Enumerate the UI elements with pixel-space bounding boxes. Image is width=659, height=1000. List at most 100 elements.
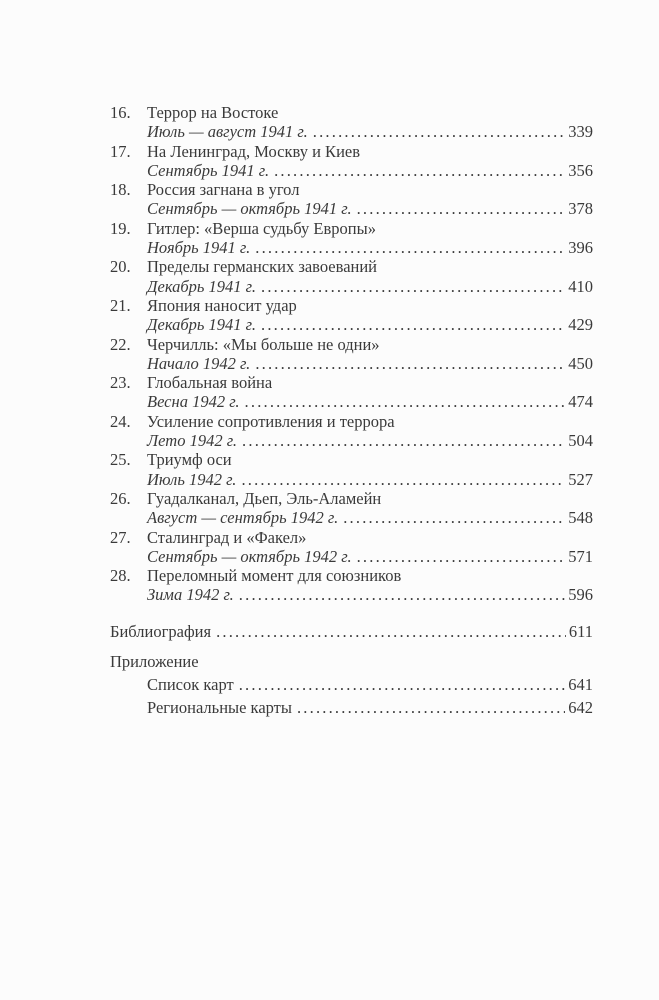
toc-entry[interactable]: 26. Гуадалканал, Дьеп, Эль-Аламейн Авгус…: [110, 489, 593, 528]
bibliography-row[interactable]: Библиография 611: [110, 622, 593, 641]
bibliography-page-number: 611: [568, 621, 593, 641]
chapter-date: Декабрь 1941 г.: [147, 315, 257, 335]
chapter-number: 17.: [110, 141, 131, 161]
chapter-title: Триумф оси: [147, 450, 232, 470]
toc-entry-title-line: 24. Усиление сопротивления и террора: [110, 412, 593, 431]
toc-entry[interactable]: 22. Черчилль: «Мы больше не одни» Начало…: [110, 335, 593, 374]
dot-leader: [338, 508, 565, 527]
toc-entry-title-line: 27. Сталинград и «Факел»: [110, 528, 593, 547]
dot-leader: [352, 547, 566, 566]
toc-entry[interactable]: 23. Глобальная война Весна 1942 г. 474: [110, 373, 593, 412]
toc-entry-title-line: 17. На Ленинград, Москву и Киев: [110, 142, 593, 161]
toc-entry[interactable]: 18. Россия загнана в угол Сентябрь — окт…: [110, 180, 593, 219]
chapter-number: 20.: [110, 257, 131, 277]
chapter-number: 19.: [110, 218, 131, 238]
dot-leader: [250, 354, 565, 373]
dot-leader: [237, 431, 565, 450]
toc-entry-title-line: 18. Россия загнана в угол: [110, 180, 593, 199]
toc-entry[interactable]: 27. Сталинград и «Факел» Сентябрь — октя…: [110, 528, 593, 567]
toc-entry[interactable]: 28. Переломный момент для союзников Зима…: [110, 566, 593, 605]
chapter-number: 27.: [110, 527, 131, 547]
chapter-date: Июль 1942 г.: [147, 469, 237, 489]
appendix-item-list: Список карт 641 Региональные карты 642: [110, 675, 593, 717]
appendix-item[interactable]: Региональные карты 642: [110, 698, 593, 717]
chapter-date: Сентябрь — октябрь 1942 г.: [147, 546, 352, 566]
appendix-heading: Приложение: [110, 652, 199, 672]
dot-leader: [352, 199, 566, 218]
appendix-item-page-number: 642: [568, 697, 593, 717]
chapter-number: 22.: [110, 334, 131, 354]
toc-entry-date-line: Август — сентябрь 1942 г. 548: [110, 508, 593, 527]
chapter-title: Россия загнана в угол: [147, 180, 300, 200]
toc-entry-date-line: Ноябрь 1941 г. 396: [110, 238, 593, 257]
chapter-page-number: 396: [568, 238, 593, 258]
toc-entry-title-line: 26. Гуадалканал, Дьеп, Эль-Аламейн: [110, 489, 593, 508]
chapter-number: 25.: [110, 450, 131, 470]
dot-leader: [269, 161, 565, 180]
appendix-item[interactable]: Список карт 641: [110, 675, 593, 694]
toc-entry[interactable]: 16. Террор на Востоке Июль — август 1941…: [110, 103, 593, 142]
toc-entry-date-line: Лето 1942 г. 504: [110, 431, 593, 450]
chapter-page-number: 474: [568, 392, 593, 412]
toc-entry[interactable]: 20. Пределы германских завоеваний Декабр…: [110, 257, 593, 296]
chapter-date: Декабрь 1941 г.: [147, 276, 257, 296]
chapter-page-number: 410: [568, 276, 593, 296]
chapter-title: Гитлер: «Верша судьбу Европы»: [147, 218, 376, 238]
chapter-date: Зима 1942 г.: [147, 585, 234, 605]
chapter-date: Июль — август 1941 г.: [147, 122, 308, 142]
chapter-number: 24.: [110, 411, 131, 431]
dot-leader: [234, 585, 565, 604]
toc-entry[interactable]: 24. Усиление сопротивления и террора Лет…: [110, 412, 593, 451]
toc-entry-title-line: 23. Глобальная война: [110, 373, 593, 392]
dot-leader: [308, 122, 565, 141]
chapter-page-number: 527: [568, 469, 593, 489]
chapter-title: На Ленинград, Москву и Киев: [147, 141, 361, 161]
chapter-page-number: 356: [568, 160, 593, 180]
toc-entry-title-line: 21. Япония наносит удар: [110, 296, 593, 315]
dot-leader: [211, 622, 566, 641]
chapter-title: Глобальная война: [147, 373, 273, 393]
toc-entry-title-line: 28. Переломный момент для союзников: [110, 566, 593, 585]
dot-leader: [256, 315, 565, 334]
dot-leader: [240, 392, 566, 411]
toc-entry-date-line: Июль 1942 г. 527: [110, 470, 593, 489]
toc-entry-date-line: Декабрь 1941 г. 410: [110, 277, 593, 296]
dot-leader: [236, 470, 565, 489]
toc-entry-title-line: 22. Черчилль: «Мы больше не одни»: [110, 335, 593, 354]
toc-entry-title-line: 19. Гитлер: «Верша судьбу Европы»: [110, 219, 593, 238]
toc-entry[interactable]: 25. Триумф оси Июль 1942 г. 527: [110, 450, 593, 489]
chapter-title: Переломный момент для союзников: [147, 566, 402, 586]
chapter-page-number: 450: [568, 353, 593, 373]
chapter-page-number: 339: [568, 122, 593, 142]
chapter-page-number: 378: [568, 199, 593, 219]
toc-entry-title-line: 25. Триумф оси: [110, 450, 593, 469]
toc-entry[interactable]: 17. На Ленинград, Москву и Киев Сентябрь…: [110, 142, 593, 181]
chapter-date: Ноябрь 1941 г.: [147, 238, 251, 258]
dot-leader: [234, 675, 566, 694]
chapter-page-number: 504: [568, 431, 593, 451]
chapter-number: 28.: [110, 566, 131, 586]
toc-entry-date-line: Весна 1942 г. 474: [110, 392, 593, 411]
chapter-date: Начало 1942 г.: [147, 353, 251, 373]
toc-entry[interactable]: 21. Япония наносит удар Декабрь 1941 г. …: [110, 296, 593, 335]
appendix-item-label: Список карт: [147, 674, 234, 694]
chapter-title: Террор на Востоке: [147, 103, 279, 122]
dot-leader: [250, 238, 565, 257]
chapter-number: 26.: [110, 488, 131, 508]
toc-entry-date-line: Июль — август 1941 г. 339: [110, 122, 593, 141]
bibliography-label: Библиография: [110, 621, 212, 641]
toc-entry-date-line: Начало 1942 г. 450: [110, 354, 593, 373]
appendix-section: Приложение Список карт 641 Региональные …: [110, 652, 593, 717]
chapter-date: Сентябрь 1941 г.: [147, 160, 270, 180]
toc-entry-date-line: Сентябрь 1941 г. 356: [110, 161, 593, 180]
chapter-page-number: 548: [568, 508, 593, 528]
toc-entry-date-line: Сентябрь — октябрь 1941 г. 378: [110, 199, 593, 218]
chapter-number: 16.: [110, 103, 131, 122]
chapter-title: Черчилль: «Мы больше не одни»: [147, 334, 380, 354]
chapter-title: Сталинград и «Факел»: [147, 527, 307, 547]
chapter-page-number: 596: [568, 585, 593, 605]
toc-entry[interactable]: 19. Гитлер: «Верша судьбу Европы» Ноябрь…: [110, 219, 593, 258]
chapter-number: 23.: [110, 373, 131, 393]
chapter-date: Сентябрь — октябрь 1941 г.: [147, 199, 352, 219]
appendix-item-label: Региональные карты: [147, 697, 292, 717]
